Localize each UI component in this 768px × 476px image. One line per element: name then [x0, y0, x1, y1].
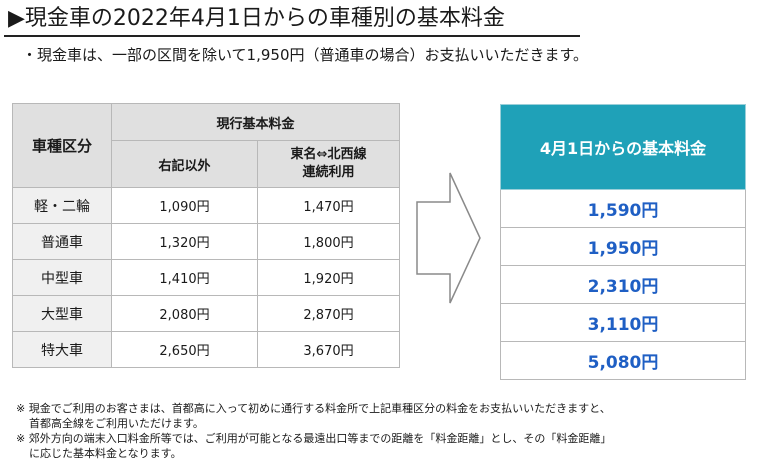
vehicle-category: 普通車 — [12, 223, 112, 260]
new-fee-value: 1,950円 — [500, 227, 746, 266]
fee-tomei: 1,920円 — [257, 259, 400, 296]
header-tomei-hokusei-line1: 東名⇔北西線 — [290, 147, 367, 162]
footnotes: ※ 現金でご利用のお客さまは、首都高に入って初めに通行する料金所で上記車種区分の… — [16, 401, 611, 461]
new-fee-value: 5,080円 — [500, 341, 746, 380]
table-row: 大型車 2,080円 2,870円 — [12, 295, 400, 332]
page-title: ▶現金車の2022年4月1日からの車種別の基本料金 — [8, 6, 505, 31]
vehicle-category: 大型車 — [12, 295, 112, 332]
right-arrow-icon — [416, 172, 481, 304]
fee-tomei: 3,670円 — [257, 331, 400, 368]
table-row: 5,080円 — [500, 341, 746, 380]
table-row: 1,590円 — [500, 189, 746, 228]
fee-other: 1,090円 — [111, 187, 258, 224]
fee-other: 1,320円 — [111, 223, 258, 260]
header-tomei-hokusei: 東名⇔北西線 連続利用 — [257, 140, 400, 188]
header-new-fee: 4月1日からの基本料金 — [500, 104, 746, 190]
footnote-line: ※ 郊外方向の端末入口料金所等では、ご利用が可能となる最遠出口等までの距離を「料… — [16, 432, 612, 445]
table-row: 中型車 1,410円 1,920円 — [12, 259, 400, 296]
fee-tomei: 1,470円 — [257, 187, 400, 224]
table-row: 軽・二輪 1,090円 1,470円 — [12, 187, 400, 224]
new-fee-value: 2,310円 — [500, 265, 746, 304]
header-current-fee: 現行基本料金 — [111, 103, 400, 141]
header-category: 車種区分 — [12, 103, 112, 188]
fee-other: 2,080円 — [111, 295, 258, 332]
fee-other: 2,650円 — [111, 331, 258, 368]
table-row: 3,110円 — [500, 303, 746, 342]
current-fee-table: 車種区分 現行基本料金 右記以外 東名⇔北西線 連続利用 軽・二輪 1,090円… — [12, 103, 400, 368]
footnote-line: 首都高全線をご利用いただけます。 — [29, 417, 204, 430]
table-row: 1,950円 — [500, 227, 746, 266]
table-row: 普通車 1,320円 1,800円 — [12, 223, 400, 260]
new-fee-value: 3,110円 — [500, 303, 746, 342]
footnote-line: ※ 現金でご利用のお客さまは、首都高に入って初めに通行する料金所で上記車種区分の… — [16, 402, 611, 415]
footnote: ※ 郊外方向の端末入口料金所等では、ご利用が可能となる最遠出口等までの距離を「料… — [16, 431, 611, 461]
footnote-line: に応じた基本料金となります。 — [29, 447, 182, 460]
vehicle-category: 軽・二輪 — [12, 187, 112, 224]
fee-tomei: 1,800円 — [257, 223, 400, 260]
vehicle-category: 中型車 — [12, 259, 112, 296]
new-fee-value: 1,590円 — [500, 189, 746, 228]
fee-other: 1,410円 — [111, 259, 258, 296]
header-tomei-hokusei-line2: 連続利用 — [302, 165, 355, 180]
footnote: ※ 現金でご利用のお客さまは、首都高に入って初めに通行する料金所で上記車種区分の… — [16, 401, 611, 431]
new-fee-table: 4月1日からの基本料金 1,590円 1,950円 2,310円 3,110円 … — [500, 104, 746, 380]
subtitle: ・現金車は、一部の区間を除いて1,950円（普通車の場合）お支払いいただきます。 — [22, 46, 588, 64]
header-other-routes: 右記以外 — [111, 140, 258, 188]
fee-tomei: 2,870円 — [257, 295, 400, 332]
table-row: 2,310円 — [500, 265, 746, 304]
vehicle-category: 特大車 — [12, 331, 112, 368]
title-underline — [4, 35, 580, 37]
table-row: 特大車 2,650円 3,670円 — [12, 331, 400, 368]
